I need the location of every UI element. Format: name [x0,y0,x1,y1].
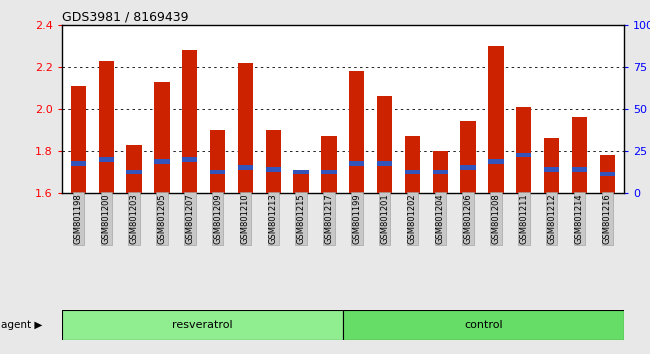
Bar [99,61,114,193]
Text: GSM801208: GSM801208 [491,193,500,244]
Bar [572,167,587,172]
Bar [321,136,337,193]
Bar [127,144,142,193]
Text: GSM801216: GSM801216 [603,193,612,244]
Bar [182,157,198,162]
Bar [488,159,504,164]
Bar [321,170,337,174]
Bar [405,170,420,174]
Bar [127,170,142,174]
Bar [516,107,532,193]
Bar [154,81,170,193]
Bar [154,159,170,164]
Bar [266,130,281,193]
Text: resveratrol: resveratrol [172,320,233,330]
Text: control: control [464,320,502,330]
Text: GSM801209: GSM801209 [213,193,222,244]
Bar [488,46,504,193]
Text: GSM801198: GSM801198 [74,193,83,244]
Text: GDS3981 / 8169439: GDS3981 / 8169439 [62,11,188,24]
Text: GSM801201: GSM801201 [380,193,389,244]
Bar [433,151,448,193]
Text: GSM801211: GSM801211 [519,193,528,244]
Bar [377,161,393,166]
Bar [600,172,615,176]
Text: GSM801203: GSM801203 [129,193,138,244]
Bar [266,167,281,172]
Text: GSM801213: GSM801213 [269,193,278,244]
Text: GSM801207: GSM801207 [185,193,194,244]
Text: GSM801206: GSM801206 [463,193,473,244]
Text: agent ▶: agent ▶ [1,320,43,330]
Bar [210,170,226,174]
Bar [600,155,615,193]
Text: GSM801199: GSM801199 [352,193,361,244]
Text: GSM801215: GSM801215 [296,193,306,244]
Bar [210,130,226,193]
Text: GSM801217: GSM801217 [324,193,333,244]
Text: GSM801200: GSM801200 [102,193,110,244]
Bar [99,157,114,162]
Bar [293,170,309,174]
Bar [516,153,532,158]
Text: GSM801214: GSM801214 [575,193,584,244]
Text: GSM801202: GSM801202 [408,193,417,244]
Bar [293,170,309,193]
Text: GSM801212: GSM801212 [547,193,556,244]
Bar [238,63,253,193]
Bar [71,86,86,193]
Bar [433,170,448,174]
Bar [349,161,365,166]
Bar [377,96,393,193]
Bar [238,165,253,170]
Bar [572,117,587,193]
Bar [544,138,559,193]
Bar [182,50,198,193]
Bar [460,165,476,170]
Bar [460,121,476,193]
Text: GSM801210: GSM801210 [241,193,250,244]
Text: GSM801204: GSM801204 [436,193,445,244]
Bar [405,136,420,193]
Bar [343,310,624,340]
Bar [544,167,559,172]
Text: GSM801205: GSM801205 [157,193,166,244]
Bar [62,310,343,340]
Bar [71,161,86,166]
Bar [349,71,365,193]
